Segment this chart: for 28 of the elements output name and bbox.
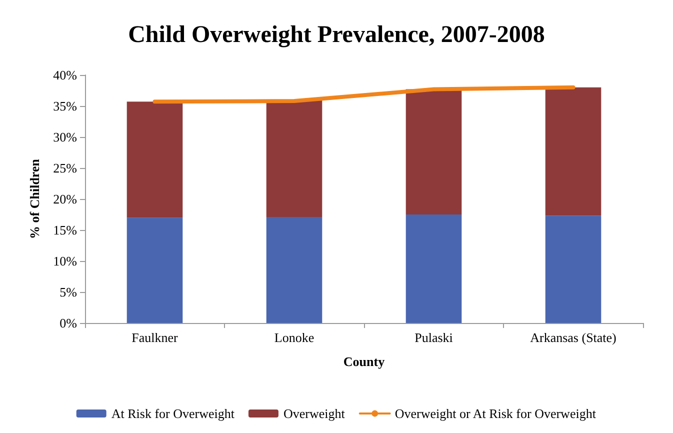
bar	[266, 216, 322, 323]
y-tick-label: 35%	[53, 98, 78, 114]
bar	[126, 218, 183, 323]
bar	[266, 100, 322, 217]
bar	[545, 87, 602, 216]
legend-label: Overweight	[283, 406, 346, 421]
x-axis-title: County	[343, 354, 386, 369]
x-tick-label: Arkansas (State)	[530, 330, 616, 345]
y-axis-title: % of Children	[27, 158, 42, 239]
y-tick-label: 30%	[53, 130, 78, 144]
bar	[545, 216, 602, 323]
x-tick-label: Pulaski	[414, 330, 454, 345]
legend-label: At Risk for Overweight	[111, 406, 235, 421]
y-tick-label: 25%	[53, 160, 78, 176]
x-tick-label: Faulkner	[132, 330, 179, 345]
y-tick-label: 20%	[53, 192, 78, 206]
legend-label: Overweight or At Risk for Overweight	[394, 406, 596, 421]
y-tick-label: 40%	[53, 68, 78, 82]
x-tick-label: Lonoke	[274, 330, 314, 345]
bar	[126, 102, 183, 218]
y-tick-label: 15%	[53, 222, 78, 238]
line-series	[152, 85, 576, 104]
y-tick-label: 0%	[60, 316, 78, 330]
y-tick-label: 10%	[53, 254, 78, 268]
chart-title: Child Overweight Prevalence, 2007-2008	[128, 22, 545, 48]
bar	[406, 214, 462, 323]
bar	[406, 89, 462, 214]
y-tick-label: 5%	[60, 284, 78, 300]
